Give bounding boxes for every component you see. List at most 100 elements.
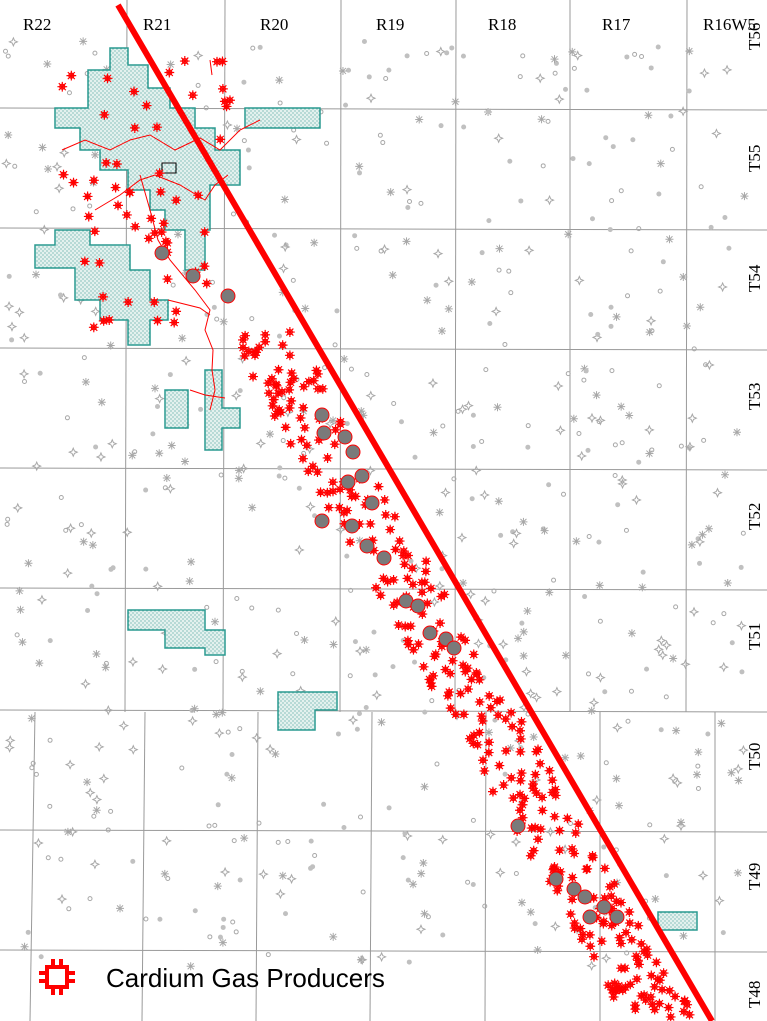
gas-producer-well (515, 775, 526, 786)
background-well (249, 605, 255, 611)
background-well (617, 478, 628, 490)
background-well (379, 243, 390, 255)
background-well (203, 105, 209, 111)
background-well (523, 245, 535, 256)
background-well (279, 241, 291, 253)
background-well (553, 380, 564, 392)
gas-producer-well (581, 864, 592, 875)
background-well (667, 772, 679, 784)
background-well (588, 697, 600, 708)
background-well (6, 321, 18, 332)
background-well (712, 487, 723, 498)
background-well (276, 333, 282, 339)
background-well (523, 607, 532, 616)
background-well (348, 587, 354, 593)
background-well (356, 711, 362, 717)
background-well (703, 362, 709, 368)
gas-producer-well (66, 70, 77, 81)
gas-producer-well (625, 979, 636, 990)
background-well (116, 904, 125, 913)
background-well (608, 323, 614, 329)
background-well (9, 337, 15, 343)
background-well (388, 271, 397, 280)
gas-producer-well (418, 661, 429, 672)
background-well (657, 649, 669, 661)
background-well (239, 668, 245, 674)
background-well (178, 334, 187, 343)
background-well (644, 666, 650, 672)
background-well (710, 620, 716, 626)
background-well (456, 532, 468, 543)
background-well (400, 855, 406, 861)
background-well (330, 615, 342, 627)
gas-producer-well (345, 537, 356, 548)
background-well (506, 268, 512, 274)
background-well (249, 316, 255, 322)
highlighted-producer (185, 268, 201, 284)
gas-producer-well (530, 769, 541, 780)
background-well (275, 888, 286, 900)
background-well (89, 859, 101, 870)
gas-producer-well (284, 402, 295, 413)
gas-producer-well (199, 261, 210, 272)
background-well (167, 372, 173, 378)
gas-producer-well (89, 226, 100, 237)
gas-producer-well (299, 422, 310, 433)
gas-producer-well (535, 758, 546, 769)
background-well (36, 594, 48, 606)
background-well (272, 232, 278, 238)
gas-producer-well (286, 368, 297, 379)
background-well (470, 412, 476, 418)
gas-producer-well (654, 998, 665, 1009)
unit-polygon-t50 (277, 691, 338, 731)
range-label: R19 (376, 15, 404, 34)
background-well (277, 100, 283, 106)
background-well (218, 708, 227, 717)
gas-producer-well (156, 227, 167, 238)
gas-producer-well (428, 670, 439, 681)
background-well (520, 53, 526, 59)
background-well (586, 960, 597, 971)
background-well (324, 418, 336, 429)
gas-producer-well (312, 368, 323, 379)
background-well (630, 137, 636, 143)
background-well (609, 368, 615, 374)
background-well (651, 895, 660, 904)
background-well (415, 115, 424, 124)
gas-producer-well (110, 182, 121, 193)
background-well (623, 527, 629, 533)
background-well (310, 238, 319, 247)
unit-polygon-t54 (34, 229, 169, 346)
background-well (241, 79, 247, 85)
gas-producer-well (646, 970, 657, 981)
background-well (545, 588, 554, 597)
range-labels: R22 R21 R20 R19 R18 R17 R16W5 (23, 15, 756, 34)
background-well (738, 744, 749, 756)
gas-producer-symbol (39, 959, 75, 995)
background-well (224, 771, 230, 777)
gas-producer-well (515, 733, 526, 744)
background-well (479, 489, 490, 501)
background-well (87, 896, 93, 902)
background-well (687, 412, 698, 424)
background-well (91, 794, 103, 805)
background-well (612, 722, 623, 733)
background-well (525, 688, 536, 699)
legend: Cardium Gas Producers (39, 959, 385, 995)
background-well (371, 689, 383, 701)
background-well (372, 672, 378, 678)
background-well (596, 419, 602, 425)
background-well (25, 929, 31, 935)
background-well (233, 929, 239, 935)
gas-producer-well (169, 317, 180, 328)
background-well (347, 673, 353, 679)
background-well (625, 411, 634, 420)
background-well (711, 128, 722, 139)
background-well (33, 209, 39, 215)
background-well (467, 278, 476, 287)
background-well (615, 502, 621, 508)
gas-producer-well (626, 934, 637, 945)
background-well (157, 916, 163, 922)
background-well (30, 760, 36, 766)
background-well (24, 559, 33, 568)
